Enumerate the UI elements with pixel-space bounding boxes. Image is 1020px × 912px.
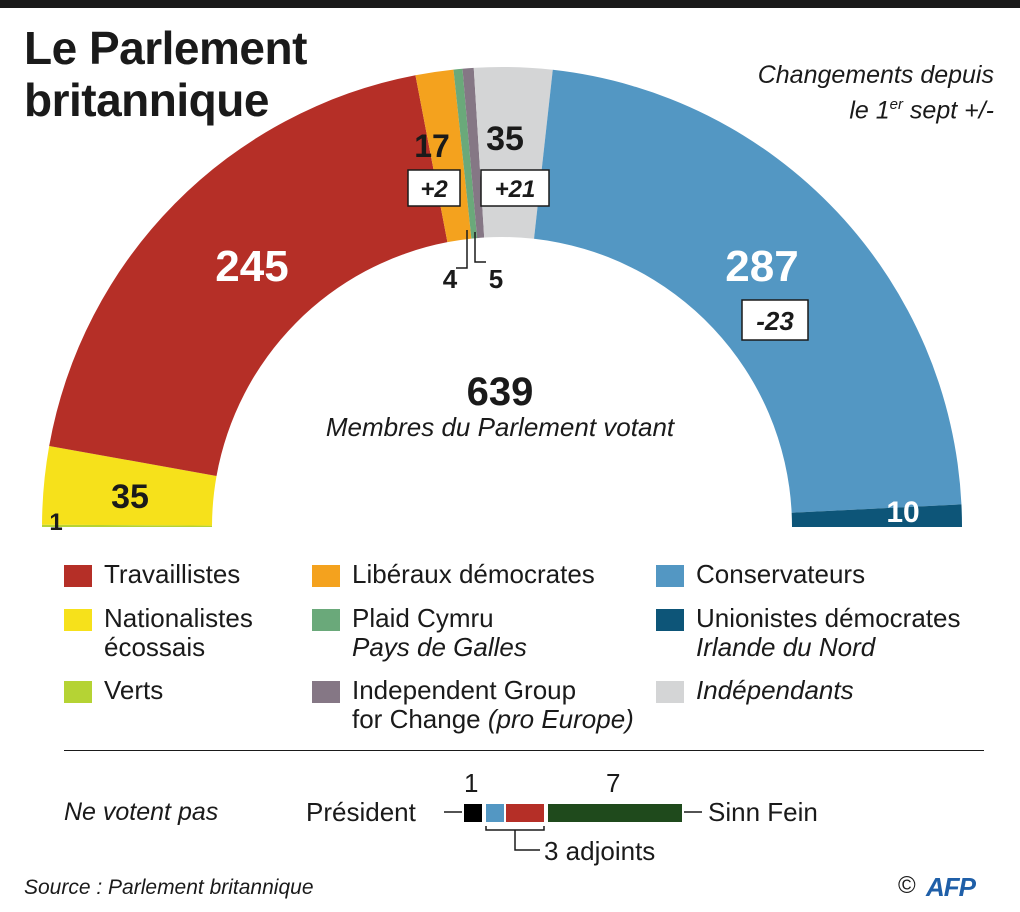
legend-swatch: [656, 681, 684, 703]
legend-swatch: [656, 565, 684, 587]
legend-label-line-2: Irlande du Nord: [696, 632, 876, 662]
legend-label: Plaid Cymru Pays de Galles: [352, 604, 527, 662]
divider: [64, 750, 984, 751]
change-label-conservateurs: -23: [756, 306, 794, 336]
legend-label: Travaillistes: [104, 560, 240, 589]
changes-note-sup: er: [889, 96, 903, 113]
legend: Travaillistes Nationalistes écossais Verts L…: [64, 560, 1020, 750]
change-box-conservateurs: [741, 299, 809, 341]
deputies-label: 3 adjoints: [544, 836, 656, 866]
legend-label-line-1: Plaid Cymru: [352, 603, 494, 633]
legend-swatch: [64, 609, 92, 631]
changes-note-prefix: le 1: [849, 96, 890, 125]
legend-swatch: [312, 565, 340, 587]
legend-label-line-2: for Change (pro Europe): [352, 704, 634, 734]
legend-label-line-1: Unionistes démocrates: [696, 603, 961, 633]
president-label: Président: [306, 797, 416, 827]
non-voting-title: Ne votent pas: [64, 798, 219, 826]
copyright-symbol: ©: [898, 872, 916, 899]
legend-label-line-1: Independent Group: [352, 675, 577, 705]
legend-swatch: [312, 681, 340, 703]
deputies-bracket: [485, 826, 545, 831]
legend-label-line-1: Conservateurs: [696, 559, 866, 589]
changes-note-suffix: sept +/-: [902, 96, 994, 125]
legend-label: Independent Group for Change (pro Europe): [352, 676, 634, 734]
legend-label: Unionistes démocrates Irlande du Nord: [696, 604, 960, 662]
legend-swatch: [312, 609, 340, 631]
deputy-bar-2: [506, 804, 544, 822]
arc-segment-travaillistes: [49, 75, 448, 476]
legend-label: Verts: [104, 676, 163, 705]
legend-label-line-1: Libéraux démocrates: [352, 559, 595, 589]
arc-segment-plaid-cymru: [453, 68, 478, 239]
legend-swatch: [64, 681, 92, 703]
change-label-independants: +21: [495, 176, 536, 203]
legend-label: Indépendants: [696, 676, 854, 705]
arc-segment-nationalistes-ecossais: [42, 446, 217, 526]
president-bar: [464, 804, 482, 822]
arc-segment-independent-group-for-change: [462, 67, 485, 239]
legend-swatch: [64, 565, 92, 587]
value-label-travaillistes: 245: [215, 242, 288, 291]
legend-label: Conservateurs: [696, 560, 865, 589]
changes-note-line-2: le 1er sept +/-: [694, 90, 994, 125]
parliament-chart: 1 35 245 17 +2 4 5 35 +21 287 -23 10: [42, 67, 962, 536]
legend-label: Libéraux démocrates: [352, 560, 595, 589]
afp-logo: AFP: [926, 872, 976, 902]
source-note: Source : Parlement britannique: [24, 876, 314, 899]
arc-segment-unionistes-democrates: [791, 504, 962, 527]
non-voting-bars: [444, 804, 702, 851]
legend-label: Nationalistes écossais: [104, 604, 253, 662]
deputy-bar-1: [486, 804, 504, 822]
arc-segment-verts: [42, 524, 213, 527]
changes-note: Changements depuis le 1er sept +/-: [694, 60, 994, 125]
top-bar: [0, 0, 1020, 8]
change-box-independants: [480, 169, 550, 207]
leader-line-plaid: [456, 230, 468, 269]
title-line-2: britannique: [24, 74, 269, 126]
legend-swatch: [656, 609, 684, 631]
changes-note-line-1: Changements depuis: [757, 61, 994, 89]
total-voting-members: 639: [466, 370, 534, 414]
legend-label-line-1: Travaillistes: [104, 559, 241, 589]
value-label-verts: 1: [49, 509, 62, 536]
value-label-conservateurs: 287: [725, 242, 798, 291]
page-title: Le Parlement britannique: [24, 22, 307, 126]
value-label-independants: 35: [486, 120, 524, 158]
legend-label-line-1: Nationalistes: [104, 603, 253, 633]
sinn-fein-count: 7: [606, 768, 621, 798]
deputies-leader-line: [514, 830, 540, 851]
non-voting-diagram: Président 1 7 Sinn Fein 3 adjoints: [0, 760, 1020, 880]
sinn-fein-label: Sinn Fein: [708, 797, 818, 827]
arc-labels: 1 35 245 17 +2 4 5 35 +21 287 -23 10: [49, 120, 919, 536]
value-label-dup: 10: [886, 496, 919, 529]
president-count: 1: [464, 768, 479, 798]
value-label-plaid: 4: [443, 264, 458, 294]
legend-label-italic: (pro Europe): [487, 704, 634, 734]
change-label-liberaux: +2: [420, 176, 448, 203]
value-label-igc: 5: [489, 264, 503, 294]
value-label-liberaux: 17: [414, 128, 450, 164]
title-line-1: Le Parlement: [24, 22, 307, 74]
legend-label-line-2: écossais: [104, 632, 206, 662]
legend-label-line-1: Verts: [104, 675, 164, 705]
sinn-fein-bar: [548, 804, 682, 822]
total-voting-caption: Membres du Parlement votant: [325, 412, 675, 442]
change-box-liberaux: [407, 169, 461, 207]
leader-line-igc: [474, 232, 486, 263]
legend-label-line-1: Indépendants: [696, 675, 854, 705]
legend-label-line-2: Pays de Galles: [352, 632, 527, 662]
value-label-snp: 35: [111, 478, 149, 516]
arc-segment-conservateurs: [534, 69, 962, 513]
